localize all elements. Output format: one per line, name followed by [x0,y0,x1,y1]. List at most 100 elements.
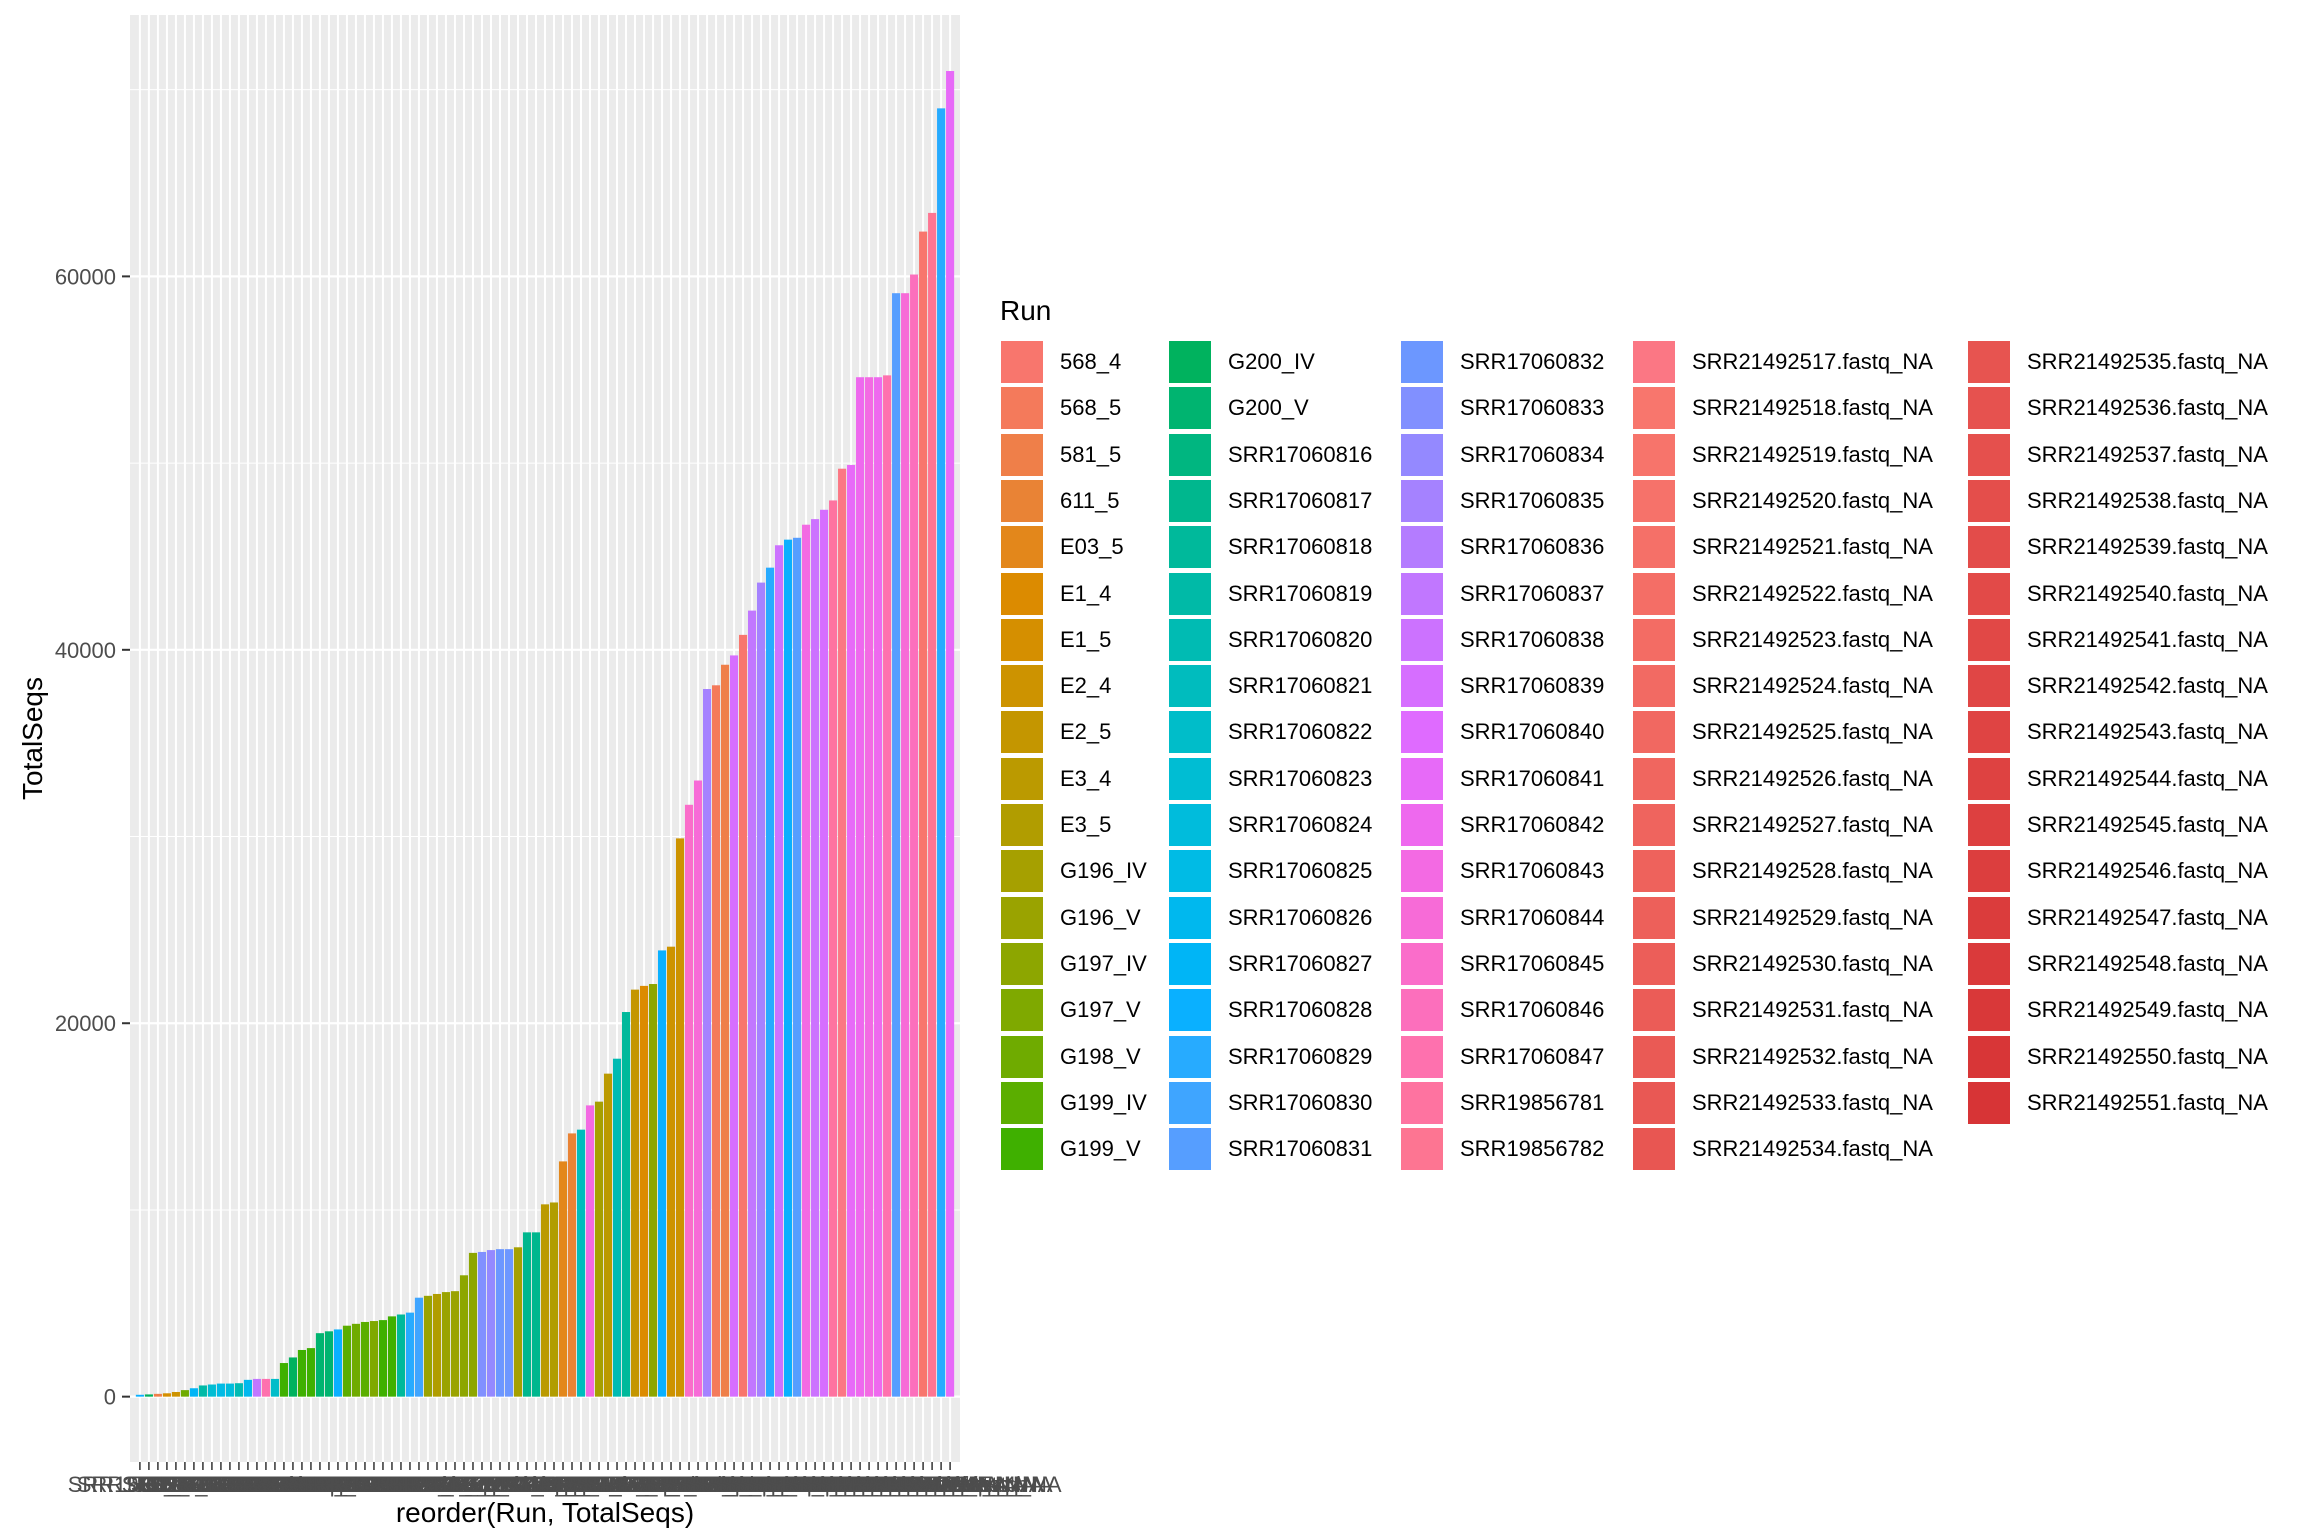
y-tick-label: 0 [104,1385,116,1410]
legend-label: SRR21492536.fastq_NA [2027,395,2268,421]
x-tick-label: SRR21492549.fastq_NA [722,1472,963,1497]
legend-item: G196_IV [1000,848,1147,894]
bar-SRR21492524.fastq_NA [495,1249,505,1397]
legend-label: G197_IV [1060,950,1147,976]
bar-SRR21492518.fastq_NA [784,539,793,1397]
legend-color-key [1168,988,1212,1033]
bar-E1_5 [162,1393,171,1397]
legend-color-key [1168,478,1212,523]
legend-color-key [1168,664,1212,709]
x-tick-label: SRR17060828b [818,1472,975,1497]
legend-color-key [1632,525,1676,570]
x-tick-label: G197_V [478,1472,559,1497]
legend-label: SRR21492547.fastq_NA [2027,904,2268,930]
x-tick-label: E2_5 [609,1472,660,1497]
bars-group [135,71,955,1397]
legend-item: SRR21492518.fastq_NA [1632,385,1933,431]
bar-E03_5 [558,1161,568,1397]
legend-label: SRR17060826 [1228,904,1373,930]
bar-E2_4b [666,946,676,1397]
legend-label: SRR17060828 [1228,997,1373,1023]
legend-item: SRR17060817 [1168,478,1372,524]
legend-color-key [1400,386,1444,431]
x-tick-label: G200_IV [141,1472,228,1497]
legend-color-key [1400,340,1444,384]
bar-SRR21492537.fastq_NA [856,377,865,1397]
x-tick-label: SRR21492529.fastq_NA [632,1472,873,1497]
legend-label: SRR21492525.fastq_NA [1692,719,1933,745]
bar-SRR17060828b [892,293,901,1397]
bar-E3_5 [432,1293,442,1397]
bar-SRR21492530.fastq_NA [757,582,766,1397]
bar-G200_IV [180,1390,189,1397]
legend-item: SRR17060820 [1168,617,1372,663]
bar-SRR21492535.fastq_NA [847,464,856,1397]
bar-SRR17060825 [297,1349,306,1397]
bar-SRR17060833 [324,1331,333,1397]
legend-label: SRR21492519.fastq_NA [1692,441,1933,467]
legend-label: SRR21492522.fastq_NA [1692,580,1933,606]
legend-color-key [1000,710,1044,755]
legend-color-key [1967,432,2011,477]
x-tick-label: SRR17060841 [509,1472,653,1497]
bar-SRR21492541.fastq_NA [693,780,703,1397]
legend-color-key [1168,386,1212,431]
x-tick-label: SRR17060838 [131,1472,275,1497]
legend-color-key [1967,340,2011,384]
bar-E2_4 [171,1391,180,1397]
x-tick-label: G199_IV [412,1472,499,1497]
legend-label: SRR21492518.fastq_NA [1692,395,1933,421]
y-axis-title: TotalSeqs [17,677,48,800]
x-tick-label: SRR17060817 [401,1472,545,1497]
legend-item: SRR17060838 [1400,617,1604,663]
legend-color-key [1632,478,1676,523]
bar-SRR21492544b [946,71,955,1397]
legend-item: SRR17060833 [1400,385,1604,431]
legend-label: G200_IV [1228,349,1315,374]
x-tick-label: 581_5b [688,1472,761,1497]
legend-item: SRR17060836 [1400,524,1604,570]
x-tick-label: SRR17060826 [212,1472,356,1497]
legend-label: SRR21492548.fastq_NA [2027,950,2268,976]
x-tick-label: SRR21492524.fastq_NA [380,1472,621,1497]
bar-SRR21492550.fastq_NA [919,231,928,1397]
legend-label: SRR17060840 [1460,719,1605,745]
legend-item: SRR21492534.fastq_NA [1632,1126,1933,1172]
legend-label: SRR21492534.fastq_NA [1692,1136,1933,1162]
legend-item: SRR21492526.fastq_NA [1632,756,1933,802]
legend-item: SRR21492528.fastq_NA [1632,848,1933,894]
legend-label: SRR17060836 [1460,534,1605,560]
legend-label: SRR21492526.fastq_NA [1692,765,1933,791]
bar-SRR17060817 [468,1252,478,1397]
legend-label: G198_V [1060,1043,1141,1069]
bar-SRR21492522.fastq_NA [793,537,802,1397]
bar-G200_V [459,1275,469,1397]
legend-item: SRR21492542.fastq_NA [1967,663,2268,709]
bar-SRR17060835 [531,1232,541,1397]
legend-color-key [1168,941,1212,986]
bar-SRR19856782 [333,1329,343,1397]
x-tick-label: SRR17060844 [158,1472,302,1497]
legend-color-key [1400,1080,1444,1125]
legend-color-key [1632,849,1676,894]
legend-color-key [1632,710,1676,755]
legend-color-key [1400,941,1444,986]
legend-color-key [1400,571,1444,616]
x-tick-label: SRR21492530.fastq_NA [641,1472,882,1497]
legend-item: G200_IV [1168,339,1315,385]
legend-label: SRR21492539.fastq_NA [2027,534,2268,560]
legend-label: E03_5 [1060,534,1124,560]
legend-label: SRR21492521.fastq_NA [1692,534,1933,560]
legend-item: SRR21492539.fastq_NA [1967,524,2268,570]
x-tick-label: G198_V [406,1472,487,1497]
bar-SRR17060819 [351,1323,361,1397]
x-tick-label: SRR21492535.fastq_NA [731,1472,972,1497]
bar-568_5 [711,685,721,1397]
bar-SRR21492519.fastq_NA [405,1312,415,1397]
x-tick-label: SRR21492543.fastq_NA [785,1472,1026,1497]
legend-item: SRR17060824 [1168,802,1372,848]
y-tick-label: 40000 [55,638,116,663]
legend-item: SRR21492525.fastq_NA [1632,709,1933,755]
legend-item: SRR21492523.fastq_NA [1632,617,1933,663]
bar-SRR17060834 [522,1232,532,1397]
